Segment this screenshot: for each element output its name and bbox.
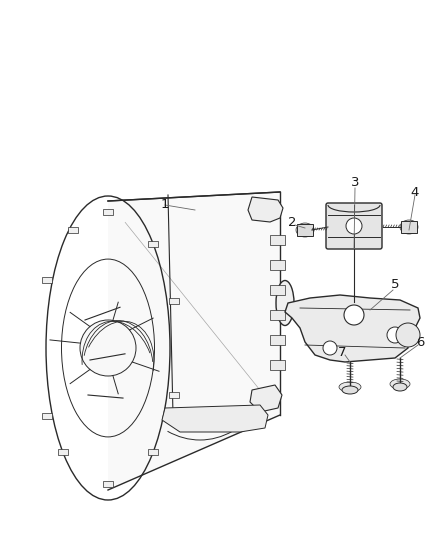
Ellipse shape <box>276 280 294 326</box>
Ellipse shape <box>393 383 407 391</box>
FancyBboxPatch shape <box>148 449 158 455</box>
FancyBboxPatch shape <box>270 335 285 345</box>
Circle shape <box>323 341 337 355</box>
Text: 2: 2 <box>288 215 296 229</box>
FancyBboxPatch shape <box>270 285 285 295</box>
Text: 6: 6 <box>416 335 424 349</box>
FancyBboxPatch shape <box>270 310 285 320</box>
FancyBboxPatch shape <box>58 449 68 455</box>
Polygon shape <box>108 192 280 490</box>
Polygon shape <box>162 405 268 432</box>
Ellipse shape <box>342 386 358 394</box>
FancyBboxPatch shape <box>270 235 285 245</box>
Ellipse shape <box>390 379 410 389</box>
FancyBboxPatch shape <box>68 227 78 233</box>
Text: 1: 1 <box>161 198 169 212</box>
FancyBboxPatch shape <box>103 209 113 215</box>
FancyBboxPatch shape <box>270 260 285 270</box>
Text: 3: 3 <box>351 176 359 190</box>
Ellipse shape <box>400 220 418 234</box>
FancyBboxPatch shape <box>42 413 53 419</box>
Text: 5: 5 <box>391 279 399 292</box>
Circle shape <box>344 305 364 325</box>
FancyBboxPatch shape <box>270 360 285 370</box>
FancyBboxPatch shape <box>326 203 382 249</box>
Circle shape <box>346 218 362 234</box>
Ellipse shape <box>339 382 361 392</box>
Polygon shape <box>250 385 282 412</box>
FancyBboxPatch shape <box>401 221 417 233</box>
Circle shape <box>387 327 403 343</box>
FancyBboxPatch shape <box>169 392 179 398</box>
Polygon shape <box>285 295 420 362</box>
Text: 7: 7 <box>338 345 346 359</box>
FancyBboxPatch shape <box>297 224 313 236</box>
Text: 4: 4 <box>411 185 419 198</box>
Polygon shape <box>248 197 283 222</box>
FancyBboxPatch shape <box>103 481 113 487</box>
Ellipse shape <box>296 223 314 237</box>
Circle shape <box>80 320 136 376</box>
FancyBboxPatch shape <box>148 241 158 247</box>
FancyBboxPatch shape <box>169 298 179 304</box>
FancyBboxPatch shape <box>42 277 53 283</box>
Circle shape <box>396 323 420 347</box>
